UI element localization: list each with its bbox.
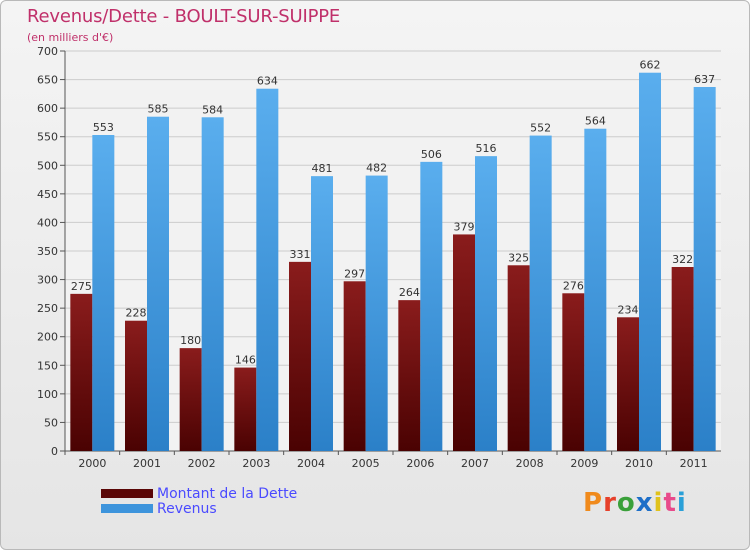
y-tick-label: 600 [37,102,58,115]
bar-dette [507,265,530,451]
data-label-revenus: 564 [585,115,606,128]
bar-revenus [529,135,552,452]
bar-dette [562,293,585,451]
data-label-dette: 180 [180,334,201,347]
logo-letter: o [616,488,636,518]
data-label-revenus: 552 [530,122,551,135]
y-tick-label: 500 [37,159,58,172]
data-label-revenus: 662 [640,59,661,72]
data-label-dette: 297 [344,267,365,280]
x-tick-label: 2003 [242,457,270,470]
data-label-revenus: 482 [366,162,387,175]
bar-dette [234,367,257,451]
bar-revenus [365,175,388,452]
y-tick-label: 450 [37,188,58,201]
bar-dette [343,281,366,451]
data-label-revenus: 516 [476,142,497,155]
y-tick-label: 250 [37,302,58,315]
legend-label-dette: Montant de la Dette [157,486,298,502]
chart-subtitle: (en milliers d'€) [27,31,114,44]
bar-dette [398,300,421,451]
bar-revenus [201,117,224,452]
data-label-revenus: 634 [257,75,278,88]
data-label-revenus: 553 [93,121,114,134]
y-tick-label: 700 [37,45,58,58]
y-tick-label: 0 [51,445,58,458]
data-label-dette: 228 [126,307,147,320]
y-tick-label: 200 [37,331,58,344]
data-label-dette: 234 [618,303,639,316]
data-label-dette: 325 [508,251,529,264]
y-tick-label: 300 [37,274,58,287]
y-tick-label: 550 [37,131,58,144]
x-tick-label: 2000 [78,457,106,470]
bar-revenus [256,88,279,451]
bar-dette [617,317,639,451]
bar-dette [671,267,694,451]
bar-revenus [92,135,115,451]
logo-letter: P [583,488,604,518]
y-tick-label: 100 [37,388,58,401]
data-label-revenus: 506 [421,148,442,161]
x-tick-label: 2001 [133,457,161,470]
logo-letter: x [635,488,654,518]
x-tick-label: 2008 [516,457,544,470]
data-label-revenus: 637 [694,73,715,86]
x-tick-label: 2004 [297,457,325,470]
bar-revenus [147,116,169,451]
bar-revenus [693,87,716,451]
data-label-dette: 264 [399,286,420,299]
bar-revenus [639,72,661,451]
x-tick-label: 2010 [625,457,653,470]
logo-letter: t [663,488,677,518]
bar-revenus [311,176,333,451]
data-label-revenus: 481 [312,162,333,175]
y-tick-label: 50 [44,416,58,429]
logo-letter: i [676,488,687,518]
data-label-dette: 146 [235,354,256,367]
x-tick-label: 2002 [188,457,216,470]
x-tick-label: 2009 [570,457,598,470]
y-tick-label: 150 [37,359,58,372]
bar-dette [453,234,475,451]
legend-swatch-dette [101,489,153,498]
y-tick-label: 350 [37,245,58,258]
logo-letter: i [653,488,664,518]
data-label-revenus: 584 [202,103,223,116]
y-tick-label: 650 [37,74,58,87]
data-label-dette: 276 [563,279,584,292]
chart-title: Revenus/Dette - BOULT-SUR-SUIPPE [27,6,341,27]
bar-revenus [584,128,607,451]
logo-letter: r [603,488,617,518]
data-label-revenus: 585 [148,103,169,116]
bar-revenus [475,156,497,451]
bar-dette [70,293,93,451]
legend-swatch-revenus [101,504,153,513]
data-label-dette: 275 [71,280,92,293]
y-tick-label: 400 [37,216,58,229]
bar-dette [179,348,202,451]
data-label-dette: 331 [290,248,311,261]
data-label-dette: 322 [672,253,693,266]
legend-label-revenus: Revenus [157,501,217,517]
bar-revenus [420,161,443,451]
bar-dette [289,261,311,451]
x-tick-label: 2011 [680,457,708,470]
proxiti-logo: Proxiti [583,488,687,518]
x-tick-label: 2007 [461,457,489,470]
data-label-dette: 379 [454,220,475,233]
x-tick-label: 2006 [406,457,434,470]
bar-dette [125,320,147,451]
x-tick-label: 2005 [352,457,380,470]
